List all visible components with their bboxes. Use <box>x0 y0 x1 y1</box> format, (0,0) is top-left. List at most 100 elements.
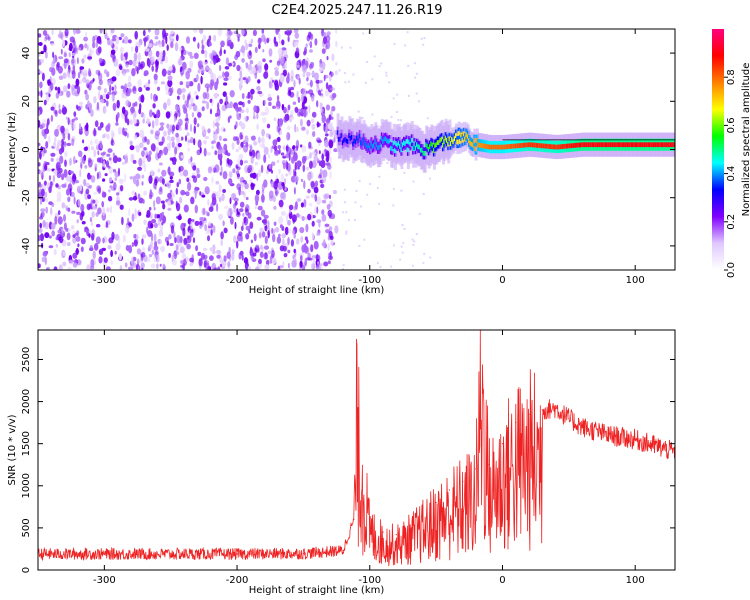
spectrogram-y-ticks: -40 -20 0 20 40 <box>21 47 675 254</box>
speckle-mark <box>392 244 395 247</box>
noise-mark <box>227 39 232 47</box>
noise-mark <box>283 253 288 258</box>
noise-mark <box>202 34 207 42</box>
noise-mark <box>230 216 234 225</box>
speckle-mark <box>399 258 402 261</box>
noise-mark <box>222 171 228 180</box>
noise-mark <box>307 171 312 181</box>
noise-mark <box>283 116 288 123</box>
noise-mark <box>199 147 202 154</box>
noise-mark <box>179 81 184 86</box>
noise-mark <box>234 221 237 230</box>
noise-mark <box>268 190 274 199</box>
noise-mark <box>318 150 321 155</box>
noise-mark <box>158 229 164 237</box>
noise-mark <box>238 153 244 160</box>
noise-mark <box>153 233 157 243</box>
noise-mark <box>332 189 337 195</box>
noise-mark <box>241 93 245 100</box>
noise-mark <box>92 206 98 210</box>
noise-mark <box>123 36 129 44</box>
noise-mark <box>71 178 76 185</box>
noise-mark <box>250 38 254 44</box>
x-tick-label: -100 <box>358 275 381 286</box>
noise-mark <box>62 72 67 79</box>
noise-mark <box>240 109 245 114</box>
noise-mark <box>305 223 309 233</box>
snr-point <box>568 417 570 419</box>
noise-mark <box>327 243 330 251</box>
noise-mark <box>61 202 66 209</box>
noise-mark <box>305 43 308 48</box>
noise-mark <box>39 233 45 242</box>
noise-mark <box>262 58 266 63</box>
noise-mark <box>91 159 94 164</box>
snr-point <box>488 464 490 466</box>
noise-mark <box>98 79 103 86</box>
noise-mark <box>311 123 316 130</box>
noise-mark <box>89 245 94 251</box>
noise-mark <box>135 45 139 54</box>
noise-mark <box>46 122 49 130</box>
speckle-mark <box>358 179 361 182</box>
noise-mark <box>278 33 281 40</box>
noise-mark <box>295 47 299 54</box>
noise-mark <box>209 82 213 91</box>
noise-mark <box>138 42 141 47</box>
noise-mark <box>324 89 330 97</box>
noise-mark <box>144 36 148 40</box>
noise-mark <box>257 79 261 84</box>
noise-mark <box>286 75 290 84</box>
noise-mark <box>88 49 94 55</box>
noise-mark <box>226 152 231 157</box>
noise-mark <box>101 154 105 159</box>
noise-mark <box>150 222 154 229</box>
noise-mark <box>228 76 233 80</box>
noise-mark <box>99 122 104 128</box>
noise-mark <box>250 88 255 95</box>
noise-mark <box>165 91 171 96</box>
noise-mark <box>93 149 96 158</box>
noise-mark <box>44 251 48 255</box>
noise-mark <box>256 85 261 91</box>
noise-mark <box>185 81 190 86</box>
noise-mark <box>254 46 258 54</box>
y-tick-label: 0 <box>21 567 32 573</box>
noise-mark <box>106 100 109 107</box>
noise-mark <box>300 178 304 183</box>
noise-mark <box>75 247 79 255</box>
noise-mark <box>216 203 219 212</box>
noise-mark <box>278 233 281 237</box>
noise-mark <box>50 152 56 157</box>
noise-mark <box>304 236 308 241</box>
noise-mark <box>68 259 74 265</box>
noise-mark <box>71 210 76 214</box>
noise-mark <box>302 264 305 270</box>
noise-mark <box>311 160 317 169</box>
speckle-mark <box>423 37 426 40</box>
noise-mark <box>277 124 281 133</box>
noise-mark <box>181 253 187 260</box>
noise-mark <box>158 43 162 48</box>
noise-mark <box>300 255 303 262</box>
noise-mark <box>298 77 301 85</box>
noise-mark <box>256 152 261 161</box>
noise-mark <box>41 72 45 82</box>
noise-mark <box>77 71 81 79</box>
snr-panel: -300 -200 -100 0 100 0 500 1000 1500 2000 2500 He… <box>7 329 676 596</box>
noise-mark <box>102 237 105 244</box>
noise-mark <box>119 65 123 71</box>
noise-mark <box>109 205 113 214</box>
noise-mark <box>209 98 213 103</box>
noise-mark <box>322 169 328 178</box>
speckle-mark <box>388 81 391 84</box>
noise-mark <box>223 77 229 82</box>
noise-mark <box>143 70 149 76</box>
speckle-mark <box>418 212 421 215</box>
noise-mark <box>217 75 222 79</box>
noise-mark <box>189 55 194 59</box>
noise-mark <box>193 52 199 59</box>
noise-mark <box>241 29 245 36</box>
noise-mark <box>315 254 321 262</box>
noise-mark <box>185 256 189 262</box>
